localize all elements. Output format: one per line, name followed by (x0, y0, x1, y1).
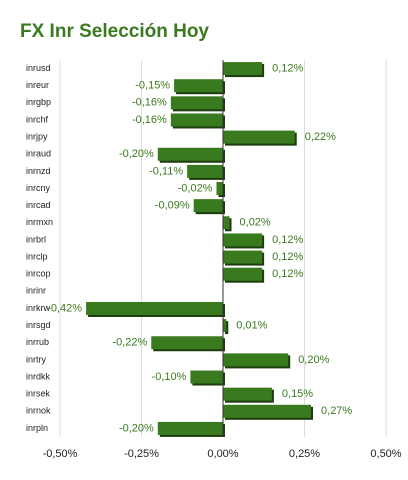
category-label: inrtry (26, 354, 46, 364)
bar (223, 387, 272, 401)
chart-title: FX Inr Selección Hoy (20, 21, 209, 42)
value-label: -0,16% (132, 114, 167, 126)
bar (170, 96, 223, 110)
bar (223, 130, 295, 144)
category-label: inrmxn (26, 217, 53, 227)
value-label: -0,20% (119, 148, 154, 160)
category-label: inrjpy (26, 131, 48, 141)
value-label: 0,20% (298, 354, 329, 366)
bar-shadow (225, 321, 229, 335)
bar (187, 164, 223, 178)
bar (223, 404, 312, 418)
value-label: 0,02% (240, 217, 271, 229)
bar (151, 336, 223, 350)
value-label: -0,02% (178, 182, 213, 194)
category-label: inrpln (26, 423, 48, 433)
bar (223, 353, 289, 367)
value-label: -0,10% (152, 371, 187, 383)
bar (190, 370, 223, 384)
category-label: inrgbp (26, 97, 51, 107)
bar (223, 319, 227, 333)
bar (193, 199, 223, 213)
category-label: inrinr (26, 286, 46, 296)
category-label: inrclp (26, 251, 48, 261)
category-label: inraud (26, 149, 51, 159)
value-label: -0,11% (149, 165, 183, 177)
bar (223, 216, 230, 230)
category-label: inrusd (26, 63, 51, 73)
value-label: 0,15% (282, 388, 313, 400)
value-label: -0,22% (112, 337, 147, 349)
category-label: inrnok (26, 406, 51, 416)
value-label: 0,22% (305, 131, 336, 143)
category-label: inrcny (26, 183, 51, 193)
category-label: inrrub (26, 337, 49, 347)
value-label: -0,42% (47, 302, 82, 314)
value-label: 0,12% (272, 234, 303, 246)
category-label: inrsgd (26, 320, 51, 330)
value-label: 0,12% (272, 268, 303, 280)
category-label: inrsek (26, 389, 51, 399)
bar (223, 62, 263, 76)
bar (174, 79, 223, 93)
value-label: 0,12% (272, 62, 303, 74)
value-label: -0,16% (132, 97, 167, 109)
bar (223, 233, 263, 247)
category-label: inrbrl (26, 234, 46, 244)
value-label: 0,27% (321, 405, 352, 417)
category-label: inreur (26, 80, 49, 90)
category-label: inrcop (26, 269, 51, 279)
category-label: inrnzd (26, 166, 51, 176)
value-label: -0,09% (155, 200, 190, 212)
bar (170, 113, 223, 127)
value-label: -0,20% (119, 422, 154, 434)
x-tick-label: 0,00% (207, 448, 238, 460)
value-label: 0,12% (272, 251, 303, 263)
x-tick-label: 0,25% (289, 448, 320, 460)
bar (86, 301, 223, 315)
bar (223, 250, 263, 264)
bar (216, 182, 223, 196)
x-tick-label: 0,50% (370, 448, 401, 460)
category-label: inrkrw (26, 303, 50, 313)
value-label: 0,01% (236, 320, 267, 332)
bar (223, 267, 263, 281)
bar (157, 421, 223, 435)
x-tick-label: -0,50% (43, 448, 78, 460)
category-label: inrcad (26, 200, 51, 210)
x-tick-label: -0,25% (124, 448, 159, 460)
bar (157, 147, 223, 161)
value-label: -0,15% (135, 80, 170, 92)
category-label: inrchf (26, 114, 49, 124)
category-label: inrdkk (26, 371, 51, 381)
